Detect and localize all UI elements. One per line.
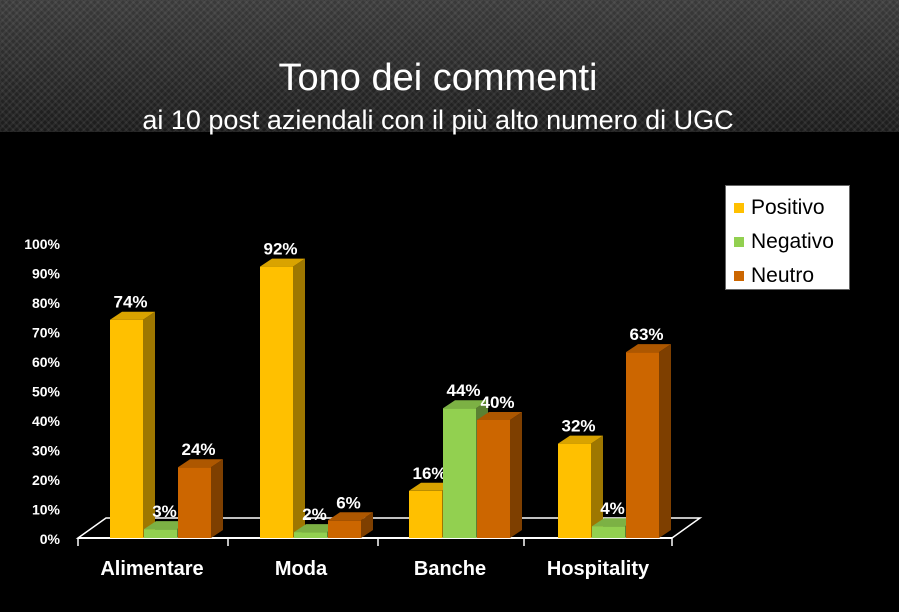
y-tick-label: 10% (32, 502, 61, 518)
bar-negativo-alimentare (144, 529, 177, 538)
bar-top (328, 512, 373, 521)
bar-side (293, 258, 305, 538)
bar-side (591, 435, 603, 538)
data-label: 44% (446, 381, 480, 400)
data-label: 74% (113, 293, 147, 312)
bar-top (294, 524, 339, 533)
bar-side (143, 311, 155, 538)
bar-positivo-alimentare (110, 319, 143, 538)
bar-top (626, 344, 671, 353)
bar-positivo-hospitality (558, 443, 591, 538)
bar-neutro-moda (328, 520, 361, 538)
bar-side (361, 512, 373, 538)
x-category-label: Moda (275, 558, 328, 580)
y-tick-label: 0% (40, 531, 61, 547)
header-band (0, 0, 899, 132)
bar-top (110, 311, 155, 320)
data-label: 32% (561, 417, 595, 436)
legend-swatch-neutro (734, 271, 744, 281)
data-label: 16% (412, 464, 446, 483)
y-tick-label: 30% (32, 443, 61, 459)
legend: Positivo Negativo Neutro (725, 185, 850, 290)
x-category-label: Alimentare (100, 558, 203, 580)
y-tick-label: 70% (32, 325, 61, 341)
x-category-label: Hospitality (547, 558, 650, 580)
legend-item-neutro: Neutro (734, 259, 849, 293)
y-tick-label: 60% (32, 354, 61, 370)
data-label: 24% (181, 440, 215, 459)
bar-neutro-alimentare (178, 467, 211, 538)
bar-top (592, 518, 637, 527)
x-axis-labels: Alimentare Moda Banche Hospitality (100, 558, 650, 580)
data-label: 3% (152, 502, 177, 521)
data-label: 63% (629, 325, 663, 344)
bar-top (558, 435, 603, 444)
legend-label: Positivo (751, 196, 825, 219)
bar-top (409, 482, 454, 491)
bar-negativo-moda (294, 532, 327, 538)
y-axis-ticks: 0% 10% 20% 30% 40% 50% 60% 70% 80% 90% 100% (24, 236, 60, 547)
y-tick-label: 100% (24, 236, 60, 252)
bar-top (260, 258, 305, 267)
chart-bars: 74% 92% 16% 32% 3% 2% 44% 4% 24% 6% 40% 63% (110, 240, 671, 538)
legend-item-negativo: Negativo (734, 225, 849, 259)
legend-item-positivo: Positivo (734, 191, 849, 225)
bar-neutro-hospitality (626, 352, 659, 538)
data-label: 2% (302, 505, 327, 524)
bar-top (477, 412, 522, 420)
bar-neutro-banche (477, 420, 510, 538)
chart-subtitle: ai 10 post aziendali con il più alto num… (142, 105, 734, 135)
bar-negativo-hospitality (592, 526, 625, 538)
data-label: 40% (480, 393, 514, 412)
legend-label: Negativo (751, 230, 834, 253)
bar-top (178, 459, 223, 468)
data-label: 6% (336, 493, 361, 512)
bar-side (211, 459, 223, 538)
data-label: 92% (263, 240, 297, 259)
chart-title: Tono dei commenti (278, 57, 598, 99)
y-tick-label: 40% (32, 413, 61, 429)
bar-positivo-moda (260, 266, 293, 538)
legend-label: Neutro (751, 264, 815, 287)
data-label: 4% (600, 499, 625, 518)
bar-side (510, 412, 522, 538)
y-tick-label: 80% (32, 295, 61, 311)
y-tick-label: 90% (32, 266, 61, 282)
bar-side (659, 344, 671, 538)
y-tick-label: 50% (32, 384, 61, 400)
bar-negativo-banche (443, 408, 476, 538)
legend-swatch-negativo (734, 237, 744, 247)
legend-swatch-positivo (734, 203, 744, 213)
y-tick-label: 20% (32, 472, 61, 488)
bar-positivo-banche (409, 490, 442, 538)
bar-top (144, 521, 189, 530)
x-category-label: Banche (414, 558, 486, 580)
bar-top (443, 400, 488, 409)
